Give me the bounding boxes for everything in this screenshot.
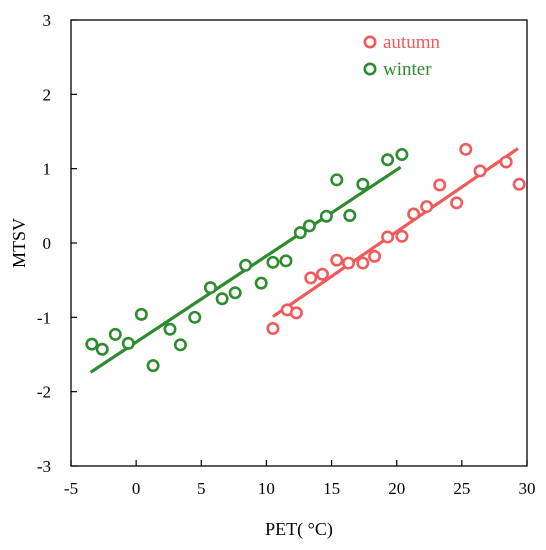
y-tick-label: 3 [43,11,52,30]
x-tick-label: 0 [132,479,141,498]
data-point [85,337,99,351]
data-point [459,142,473,156]
data-point [315,267,329,281]
data-point [266,255,280,269]
data-point [302,219,316,233]
legend-marker-winter [363,62,377,76]
legend-label-autumn: autumn [383,32,440,53]
data-point [134,307,148,321]
legend: autumn winter [363,32,440,80]
plot-frame [70,19,528,467]
data-point [293,226,307,240]
series-autumn [266,142,526,335]
data-point [239,258,253,272]
x-axis-label: PET( °C) [265,519,333,540]
data-point [121,336,135,350]
data-point [512,177,526,191]
axes: -5 0 5 10 15 20 25 30 -3 -2 -1 0 1 2 3 [37,11,536,498]
series-winter [85,148,409,374]
y-tick-label: 2 [43,85,52,104]
data-point [319,209,333,223]
data-point [473,164,487,178]
data-point [330,173,344,187]
data-point [420,200,434,214]
y-tick-label: -3 [37,457,51,476]
plot-marks [85,142,526,374]
x-tick-label: 15 [323,479,340,498]
x-tick-label: 30 [519,479,536,498]
data-point [343,208,357,222]
data-point [330,253,344,267]
data-point [289,306,303,320]
data-point [395,148,409,162]
data-point [433,178,447,192]
data-point [188,310,202,324]
data-point [254,276,268,290]
data-point [108,327,122,341]
x-tick-label: 25 [453,479,470,498]
x-tick-label: 5 [197,479,206,498]
data-point [95,342,109,356]
data-point [304,271,318,285]
x-tick-label: 20 [388,479,405,498]
data-point [146,359,160,373]
data-point [203,281,217,295]
data-point [356,177,370,191]
data-point [450,196,464,210]
legend-label-winter: winter [383,59,432,80]
legend-marker-autumn [363,35,377,49]
data-point [163,322,177,336]
data-point [368,249,382,263]
data-point [381,230,395,244]
y-tick-label: -2 [37,383,51,402]
data-point [499,155,513,169]
data-point [342,256,356,270]
data-point [215,292,229,306]
data-point [173,338,187,352]
data-point [395,229,409,243]
data-point [279,254,293,268]
y-axis-label: MTSV [9,218,29,268]
data-point [356,256,370,270]
y-tick-label: -1 [37,308,51,327]
x-tick-label: -5 [64,479,78,498]
x-tick-label: 10 [258,479,275,498]
data-point [381,153,395,167]
data-point [407,207,421,221]
data-point [266,321,280,335]
data-point [228,286,242,300]
y-tick-label: 0 [43,234,52,253]
y-tick-label: 1 [43,160,52,179]
